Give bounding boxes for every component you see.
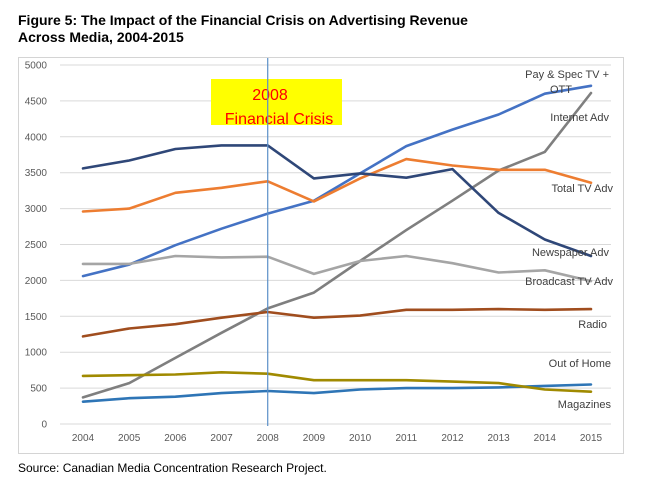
series-label-total-tv-adv: Total TV Adv bbox=[551, 183, 613, 195]
y-tick-label: 5000 bbox=[25, 61, 48, 72]
y-tick-label: 2500 bbox=[25, 240, 48, 251]
series-line-internet-adv bbox=[81, 91, 593, 399]
series-line-broadcast-tv-adv bbox=[81, 254, 593, 283]
axis-ticks: 0 500 1000 1500 2000 2500 3000 3500 4000 4500 5000… bbox=[25, 61, 603, 445]
series-label-internet-adv: Internet Adv bbox=[550, 112, 609, 124]
series-label-pay-spec-tv-ott: Pay & Spec TV + OTT bbox=[525, 69, 609, 96]
y-tick-label: 0 bbox=[41, 420, 47, 431]
series-line-pay-spec-tv-ott bbox=[81, 84, 593, 278]
figure-title-line-1: Figure 5: The Impact of the Financial Cr… bbox=[18, 12, 468, 28]
y-tick-label: 4500 bbox=[25, 96, 48, 107]
y-tick-label: 2000 bbox=[25, 276, 48, 287]
x-tick-label: 2004 bbox=[72, 433, 95, 444]
x-tick-label: 2010 bbox=[349, 433, 372, 444]
series-line-out-of-home bbox=[81, 383, 593, 404]
crisis-annotation: 2008 Financial Crisis bbox=[211, 79, 342, 128]
series-label-out-of-home: Out of Home bbox=[549, 358, 611, 370]
x-tick-label: 2008 bbox=[257, 433, 280, 444]
series-label-radio: Radio bbox=[578, 319, 607, 331]
x-tick-label: 2007 bbox=[210, 433, 233, 444]
annotation-box bbox=[211, 79, 342, 125]
x-tick-label: 2009 bbox=[303, 433, 326, 444]
series-line-total-tv-adv bbox=[81, 157, 593, 213]
series-lines bbox=[81, 84, 593, 404]
annotation-year: 2008 bbox=[252, 87, 288, 104]
series-line-magazines bbox=[81, 370, 593, 394]
y-tick-label: 500 bbox=[30, 384, 47, 395]
y-tick-label: 1000 bbox=[25, 348, 48, 359]
y-tick-label: 1500 bbox=[25, 312, 48, 323]
series-label-magazines: Magazines bbox=[558, 399, 612, 411]
series-labels: Pay & Spec TV + OTT Internet Adv Total TV A… bbox=[525, 69, 613, 411]
series-label-broadcast-tv-adv: Broadcast TV Adv bbox=[525, 276, 613, 288]
x-tick-label: 2012 bbox=[441, 433, 464, 444]
source-note: Source: Canadian Media Concentration Res… bbox=[18, 461, 327, 475]
series-line-newspaper-adv bbox=[81, 144, 593, 258]
series-line-radio bbox=[81, 307, 593, 338]
y-tick-label: 4000 bbox=[25, 132, 48, 143]
figure-title-line-2: Across Media, 2004-2015 bbox=[18, 29, 184, 45]
series-label-newspaper-adv: Newspaper Adv bbox=[532, 247, 610, 259]
x-tick-label: 2014 bbox=[534, 433, 557, 444]
annotation-label: Financial Crisis bbox=[225, 111, 333, 128]
x-tick-label: 2011 bbox=[396, 433, 418, 444]
x-tick-label: 2013 bbox=[487, 433, 510, 444]
y-tick-label: 3500 bbox=[25, 168, 48, 179]
x-tick-label: 2015 bbox=[580, 433, 603, 444]
x-tick-label: 2006 bbox=[164, 433, 187, 444]
figure-title: Figure 5: The Impact of the Financial Cr… bbox=[18, 12, 468, 46]
x-tick-label: 2005 bbox=[118, 433, 141, 444]
y-tick-label: 3000 bbox=[25, 204, 48, 215]
